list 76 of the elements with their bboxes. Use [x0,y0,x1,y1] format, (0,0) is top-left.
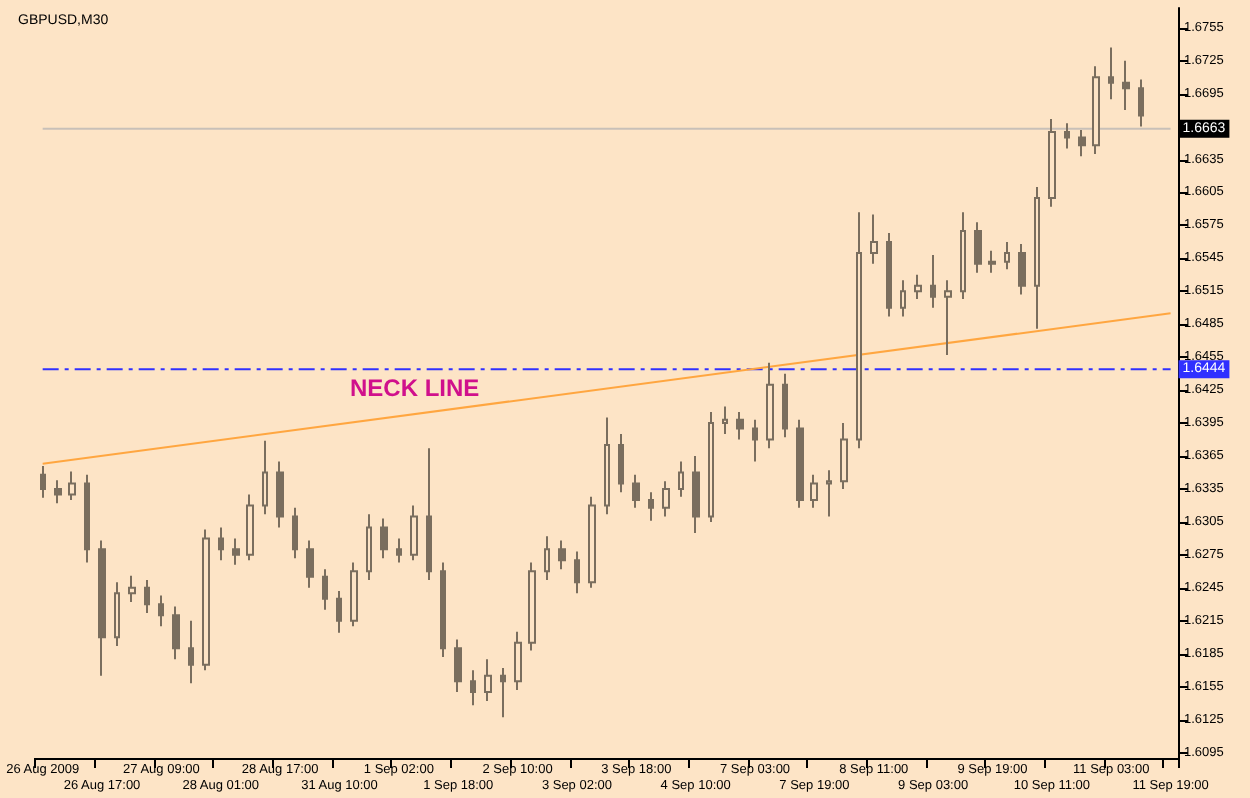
candlestick [558,539,566,571]
candlestick [988,249,996,274]
candlestick [262,439,268,516]
candlestick [856,211,862,450]
candlestick [604,416,610,516]
annotation: NECK LINE [350,374,480,402]
candlestick [544,535,550,582]
candlestick [930,254,936,309]
candlestick [158,594,164,628]
candlestick [202,528,210,672]
candlestick [484,658,492,702]
candlestick [440,561,446,658]
candlestick [40,464,46,499]
candlestick [396,537,402,564]
candlestick [1064,122,1070,150]
candlestick [322,568,328,611]
candlestick [736,411,744,441]
candlestick [632,473,640,509]
candlestick [810,473,818,509]
candlestick [380,517,388,560]
candlestick [528,561,536,652]
candlestick [1092,65,1100,156]
candlestick [648,491,654,522]
candlestick [128,574,136,604]
candlestick [426,447,432,582]
candlestick [98,539,106,677]
candlestick [84,473,90,564]
candlestick [454,638,462,694]
candlestick [692,455,700,534]
candlestick [218,526,224,562]
candlestick [1004,240,1010,271]
candlestick [366,513,372,582]
candlestick [960,211,966,300]
candlestick [782,372,788,439]
candlestick [246,493,254,562]
candlestick [752,418,758,463]
candlestick [766,361,774,450]
candlestick [722,405,728,436]
candlestick [306,539,314,589]
candlestick [618,433,624,494]
candlestick [188,619,194,685]
candlestick [826,469,832,518]
candlestick [232,537,240,566]
candlestick [900,279,906,318]
candlestick [870,213,878,265]
candlestick [662,480,670,518]
candlestick [1108,46,1114,101]
candlestick [1138,78,1144,128]
candlestick [840,422,848,490]
candlestick [944,279,952,356]
candlestick [410,504,418,562]
candlestick [114,581,120,647]
candlestick [292,506,298,560]
candlestick [1018,243,1026,296]
candlestick [708,411,714,523]
candlestick [54,479,62,505]
candlestick [588,495,596,589]
candlestick [144,579,150,615]
candlestick [678,460,684,498]
candlestick [796,418,804,509]
candlestick [886,232,892,318]
candlestick [172,605,180,661]
candlestick [276,460,284,529]
candlestick [1048,117,1056,208]
candlestick [914,273,922,300]
candlestick [974,221,982,274]
candlestick [500,666,506,719]
candlestick [470,669,476,707]
candlestick [336,590,342,634]
candlestick [574,550,580,595]
candlestick [350,561,358,628]
candlestick [1078,128,1086,158]
candlestick [1034,185,1040,330]
candlestick [1122,59,1130,112]
candlestick [68,470,76,501]
candlestick [514,630,522,691]
